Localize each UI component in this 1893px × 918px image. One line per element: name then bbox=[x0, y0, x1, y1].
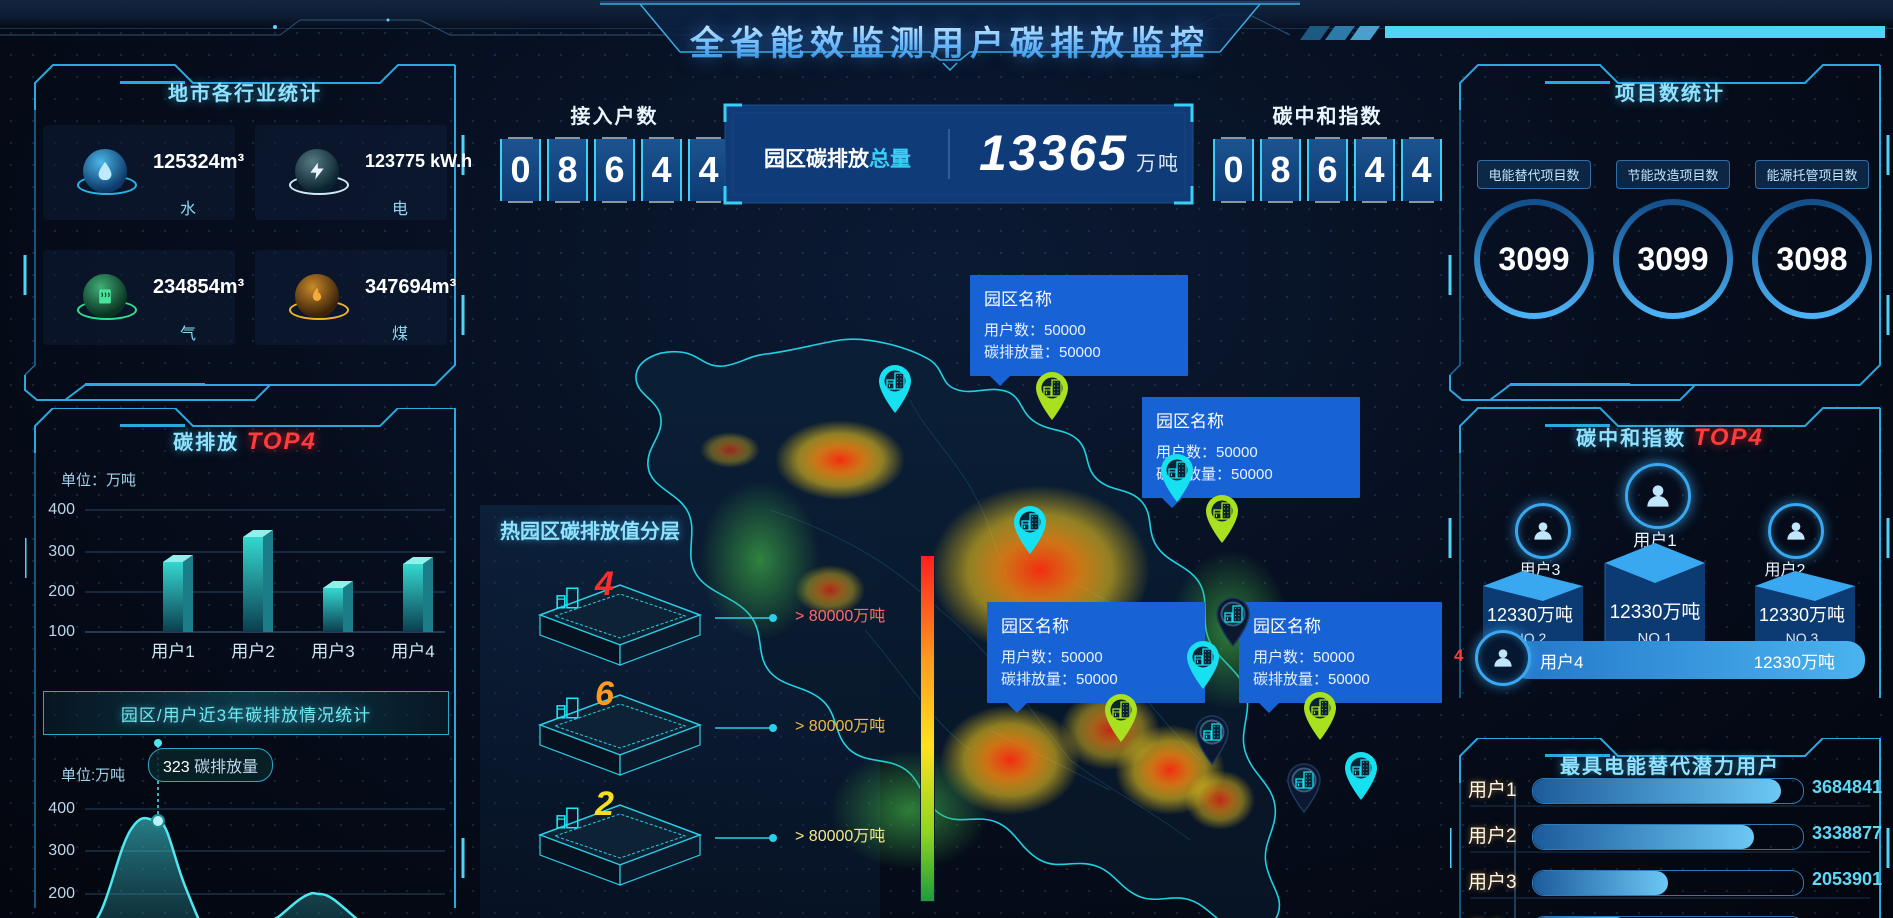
svg-text:400: 400 bbox=[48, 501, 75, 518]
svg-text:用户4: 用户4 bbox=[391, 642, 434, 661]
svg-text:用户3: 用户3 bbox=[311, 642, 354, 661]
svg-text:300: 300 bbox=[48, 842, 75, 859]
svg-text:12330万吨: 12330万吨 bbox=[1610, 601, 1701, 623]
svg-text:100: 100 bbox=[48, 623, 75, 640]
svg-text:12330万吨: 12330万吨 bbox=[1487, 605, 1573, 625]
svg-text:400: 400 bbox=[48, 800, 75, 817]
svg-text:200: 200 bbox=[48, 583, 75, 600]
svg-text:用户2: 用户2 bbox=[231, 642, 274, 661]
svg-text:300: 300 bbox=[48, 543, 75, 560]
svg-text:用户1: 用户1 bbox=[151, 642, 194, 661]
svg-text:200: 200 bbox=[48, 885, 75, 902]
svg-text:12330万吨: 12330万吨 bbox=[1759, 605, 1845, 625]
